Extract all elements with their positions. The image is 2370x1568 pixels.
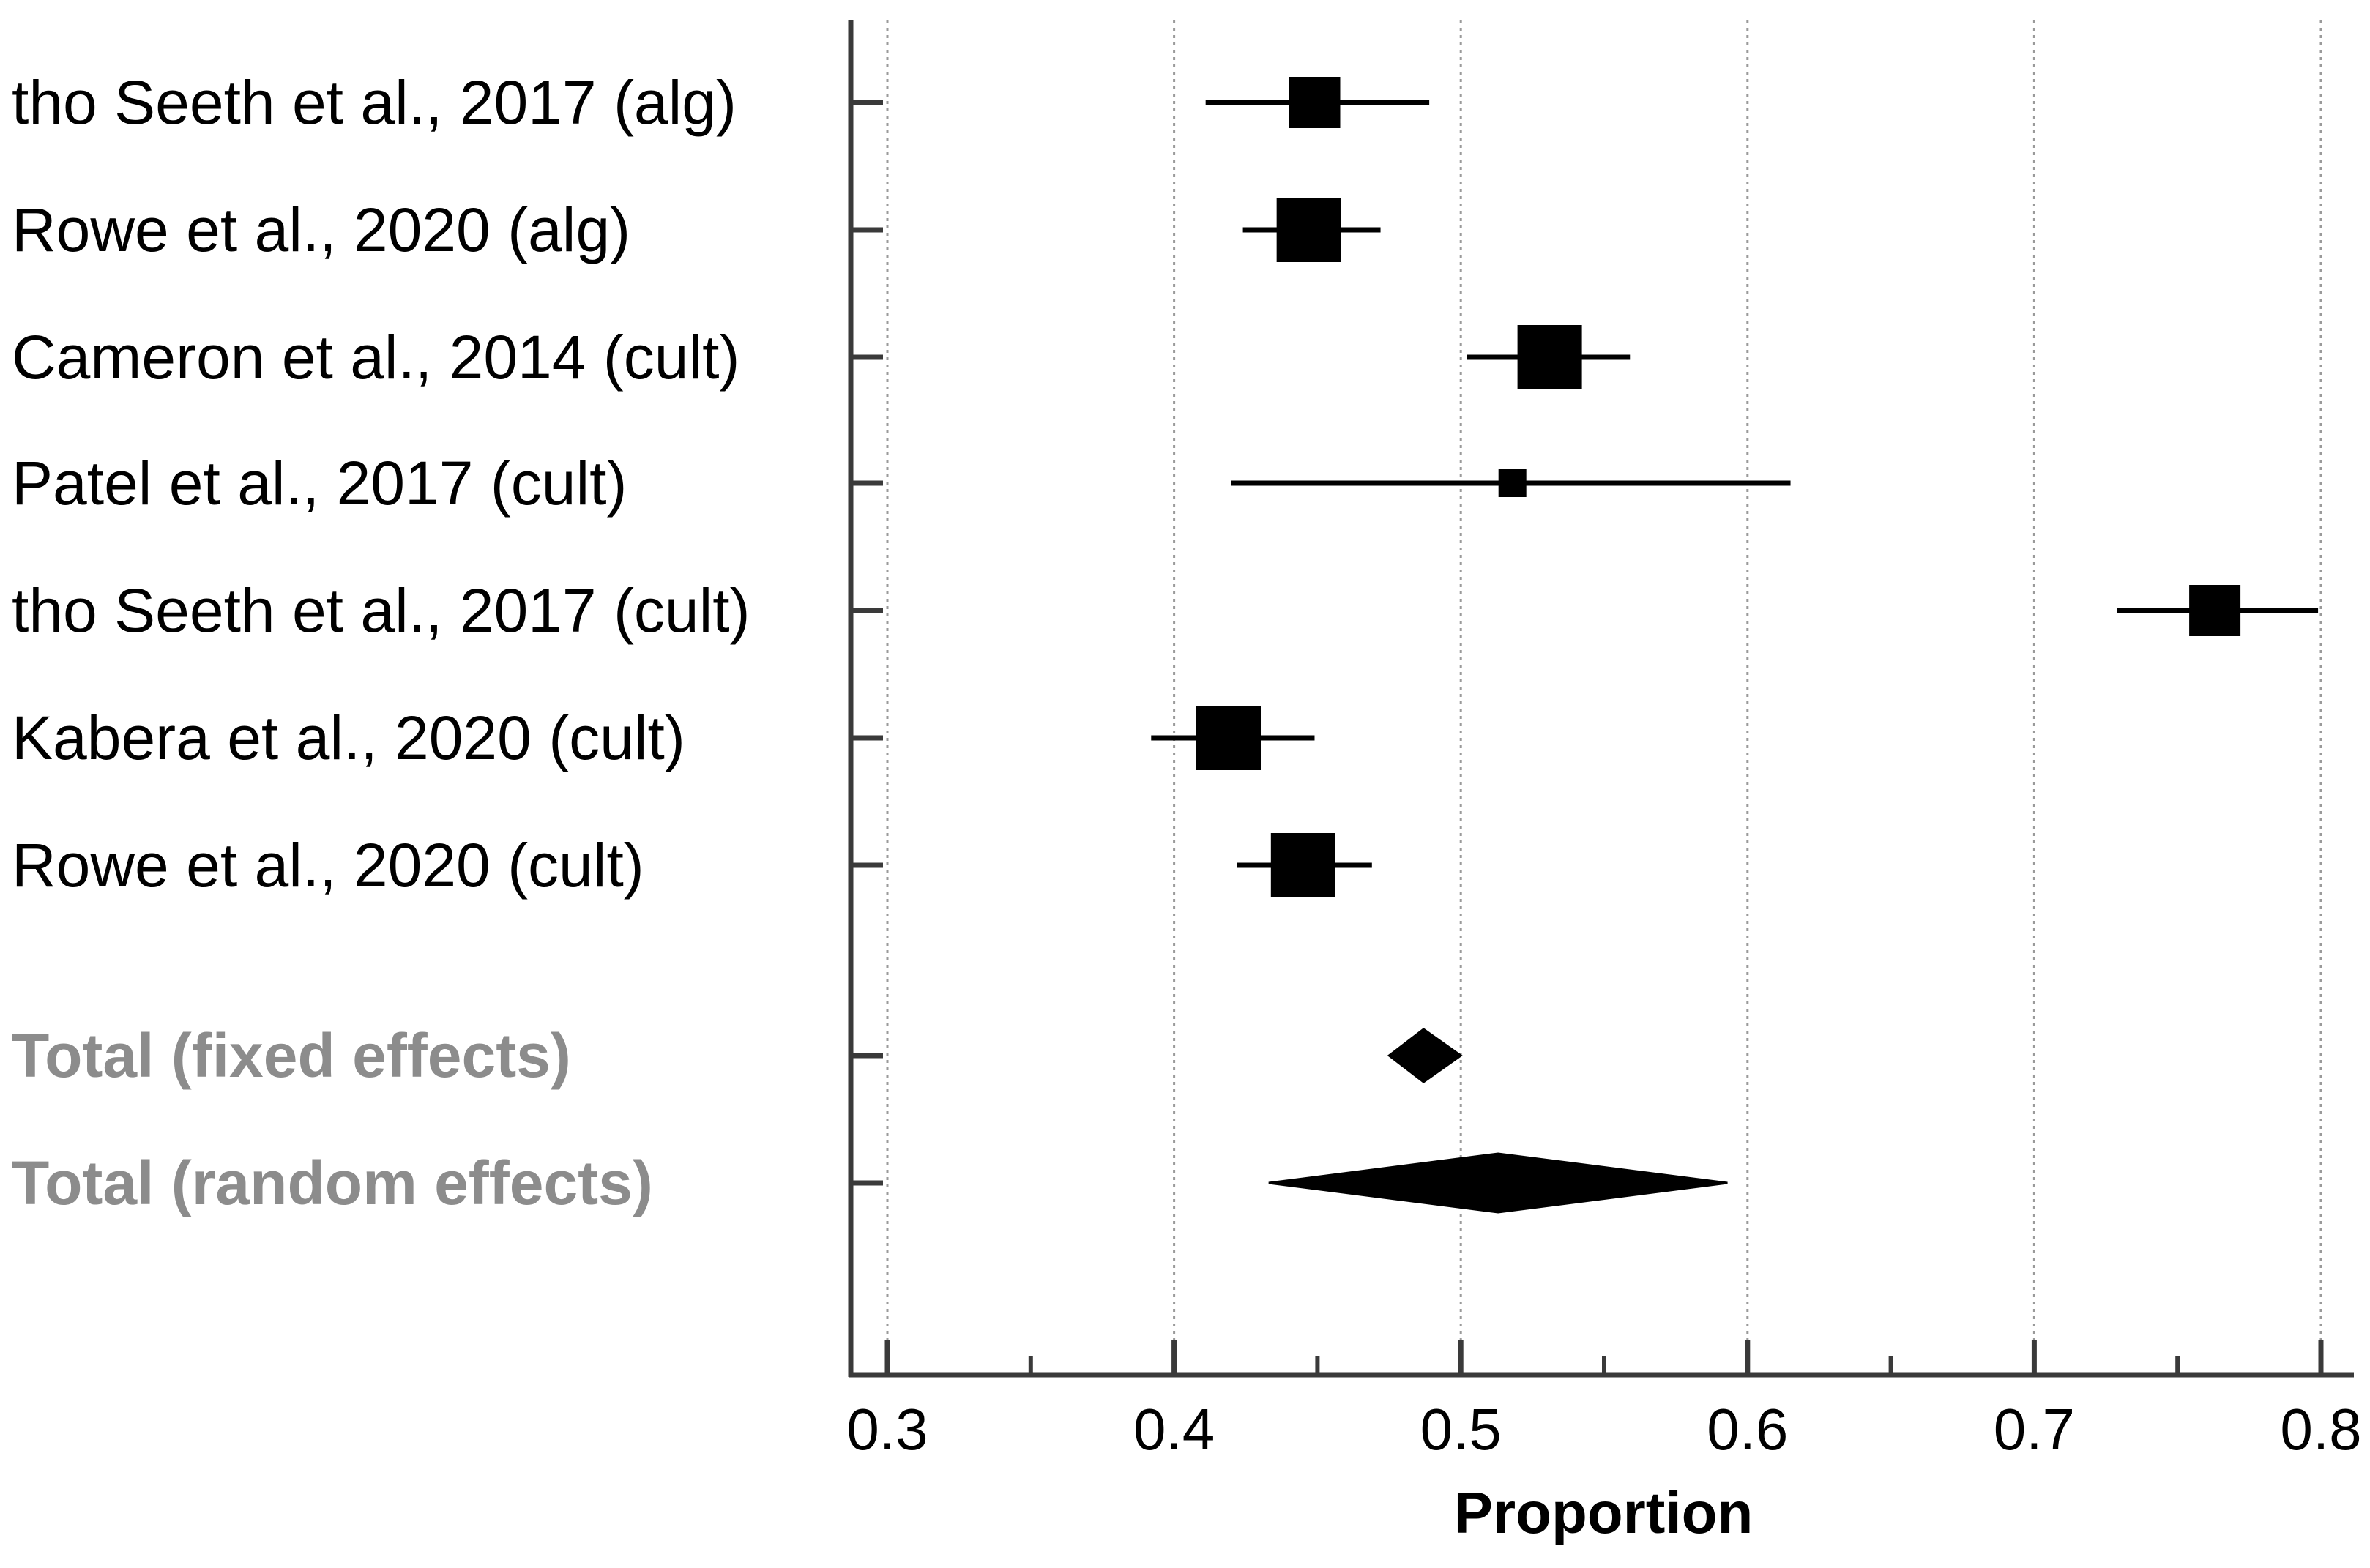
study-label: Cameron et al., 2014 (cult) <box>12 323 739 392</box>
estimate-square <box>1196 706 1262 770</box>
pooled-diamond <box>1268 1152 1728 1214</box>
x-axis-title: Proportion <box>1454 1480 1754 1545</box>
study-label: Patel et al., 2017 (cult) <box>12 449 627 518</box>
axes: 0.3 0.4 0.5 0.6 0.7 0.8 <box>846 20 2362 1462</box>
x-tick-label: 0.3 <box>846 1397 928 1462</box>
estimate-square <box>2189 585 2241 636</box>
study-label: tho Seeth et al., 2017 (alg) <box>12 68 737 137</box>
x-tick-label: 0.8 <box>2280 1397 2361 1462</box>
pooled-diamond <box>1387 1028 1463 1083</box>
x-tick-label: 0.7 <box>1994 1397 2075 1462</box>
study-label: Rowe et al., 2020 (cult) <box>12 831 644 900</box>
study-labels: tho Seeth et al., 2017 (alg) Rowe et al.,… <box>12 68 750 1217</box>
study-marks <box>1151 77 2319 897</box>
vertical-gridlines <box>886 20 2322 1375</box>
x-tick-label: 0.5 <box>1420 1397 1502 1462</box>
estimate-square <box>1289 77 1341 128</box>
x-tick-label: 0.6 <box>1707 1397 1788 1462</box>
estimate-square <box>1498 469 1527 497</box>
total-marks <box>1268 1028 1728 1214</box>
total-label: Total (fixed effects) <box>12 1021 571 1090</box>
x-tick-label: 0.4 <box>1133 1397 1215 1462</box>
total-label: Total (random effects) <box>12 1149 653 1217</box>
study-label: tho Seeth et al., 2017 (cult) <box>12 576 750 645</box>
study-label: Rowe et al., 2020 (alg) <box>12 195 630 264</box>
estimate-square <box>1517 325 1582 389</box>
study-label: Kabera et al., 2020 (cult) <box>12 703 685 772</box>
estimate-square <box>1270 833 1335 897</box>
estimate-square <box>1276 198 1341 262</box>
